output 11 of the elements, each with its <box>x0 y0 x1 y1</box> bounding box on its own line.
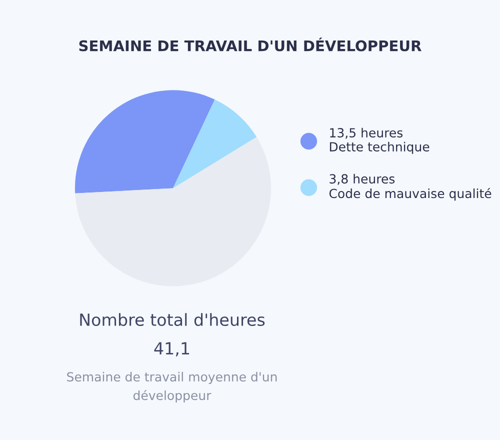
data-label: 13,5 heures <box>330 128 403 139</box>
legend-label: Code de mauvaise qualité <box>329 188 492 201</box>
text: Semaine de travail moyenne d'un développeur <box>67 372 277 403</box>
data-label: 3,8 heures <box>330 174 395 185</box>
legend-label: Dette technique <box>330 142 430 154</box>
pie-slice <box>75 137 272 286</box>
text: 41,1 <box>154 342 190 356</box>
text: Nombre total d'heures <box>80 313 265 326</box>
pie-slice <box>74 90 215 194</box>
pie-slice <box>173 100 257 188</box>
chart-title: SEMAINE DE TRAVAIL D'UN DÉVELOPPEUR <box>79 38 422 52</box>
